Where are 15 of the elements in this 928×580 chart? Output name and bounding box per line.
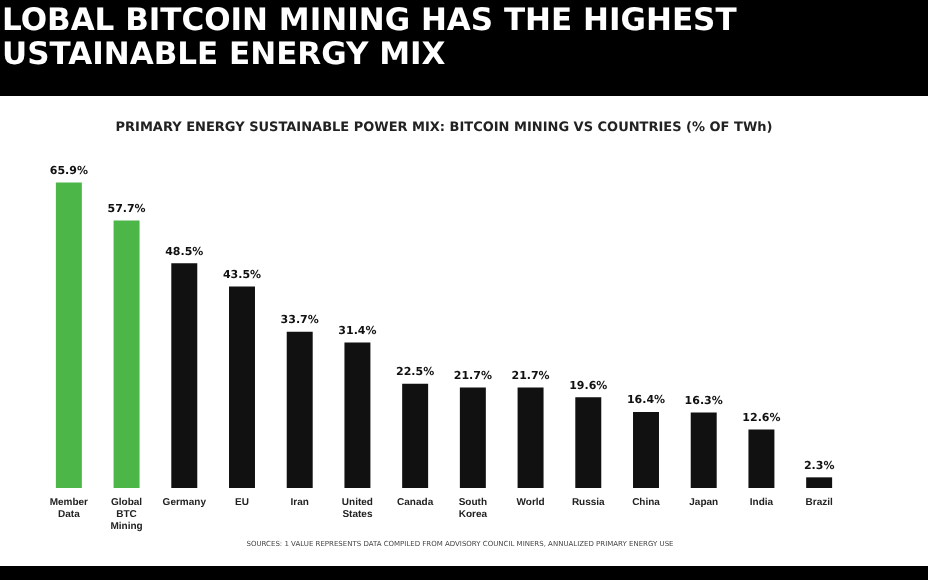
bar <box>517 387 544 488</box>
bar <box>113 220 140 488</box>
bar <box>575 397 602 488</box>
bar <box>344 342 371 488</box>
bar <box>806 477 833 488</box>
bar <box>690 412 717 488</box>
bar <box>748 429 775 488</box>
bar <box>633 412 659 488</box>
bar <box>171 263 198 488</box>
bar <box>55 182 82 488</box>
chart-title: LOBAL BITCOIN MINING HAS THE HIGHEST USTAINABLE ENERGY MIX <box>2 2 737 72</box>
bar <box>229 286 255 488</box>
bar <box>286 331 313 488</box>
bar <box>402 383 429 488</box>
bar <box>459 387 486 488</box>
